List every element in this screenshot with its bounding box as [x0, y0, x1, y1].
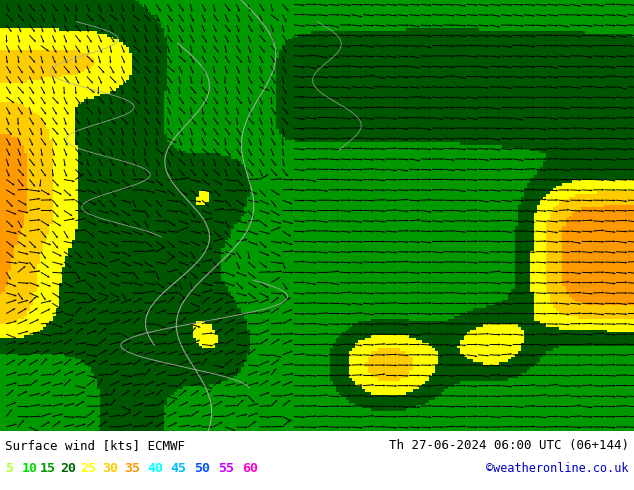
Text: 25: 25 [80, 462, 96, 475]
Text: 5: 5 [5, 462, 13, 475]
Text: 50: 50 [194, 462, 210, 475]
Text: 15: 15 [40, 462, 56, 475]
Text: 40: 40 [147, 462, 163, 475]
Text: ©weatheronline.co.uk: ©weatheronline.co.uk [486, 462, 629, 475]
Text: 45: 45 [170, 462, 186, 475]
Text: 30: 30 [102, 462, 118, 475]
Text: 55: 55 [218, 462, 234, 475]
Text: 60: 60 [242, 462, 258, 475]
Text: 10: 10 [22, 462, 38, 475]
Text: Th 27-06-2024 06:00 UTC (06+144): Th 27-06-2024 06:00 UTC (06+144) [389, 440, 629, 452]
Text: 35: 35 [124, 462, 140, 475]
Text: 20: 20 [60, 462, 76, 475]
Text: Surface wind [kts] ECMWF: Surface wind [kts] ECMWF [5, 440, 185, 452]
